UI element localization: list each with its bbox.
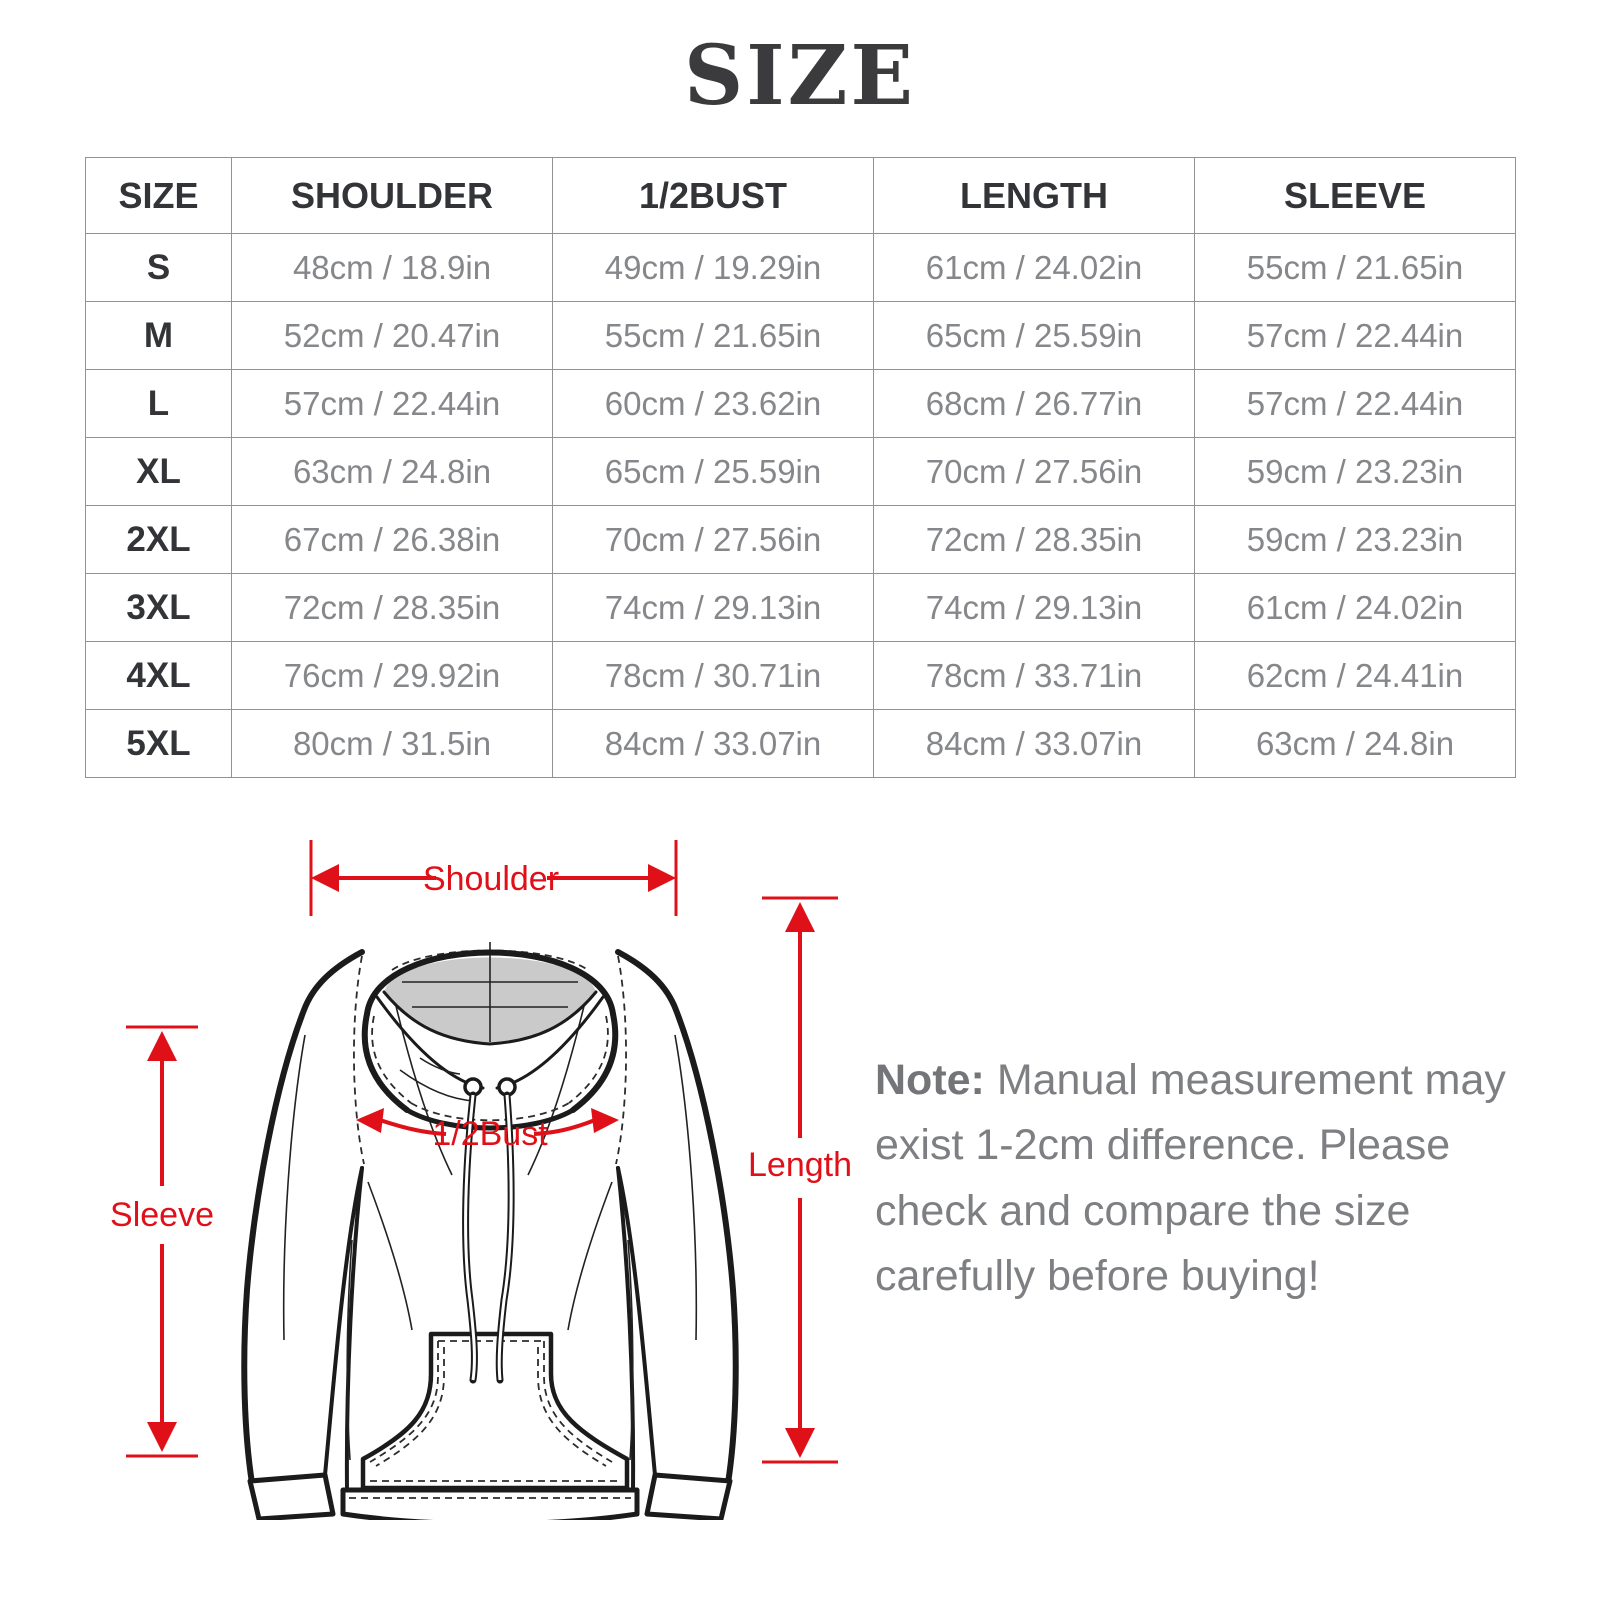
measurement-cell: 63cm / 24.8in <box>1194 709 1516 778</box>
size-cell: S <box>85 233 232 302</box>
note-text-line: carefully before buying! <box>875 1252 1320 1301</box>
measurement-cell: 65cm / 25.59in <box>873 301 1195 370</box>
measurement-cell: 55cm / 21.65in <box>552 301 874 370</box>
note-text-line: exist 1-2cm difference. Please <box>875 1121 1451 1170</box>
measurement-cell: 62cm / 24.41in <box>1194 641 1516 710</box>
size-cell: 3XL <box>85 573 232 642</box>
measurement-cell: 52cm / 20.47in <box>231 301 553 370</box>
sleeve-label: Sleeve <box>110 1196 214 1234</box>
note-label: Note: <box>875 1056 985 1104</box>
left-cuff <box>247 1472 336 1520</box>
measurement-cell: 84cm / 33.07in <box>873 709 1195 778</box>
table-row: 4XL 76cm / 29.92in 78cm / 30.71in 78cm /… <box>85 641 1516 710</box>
column-header-size: SIZE <box>85 157 232 234</box>
measurement-cell: 76cm / 29.92in <box>231 641 553 710</box>
hem-band <box>340 1487 640 1520</box>
measurement-cell: 57cm / 22.44in <box>1194 369 1516 438</box>
note-text-line: check and compare the size <box>875 1186 1411 1235</box>
measurement-cell: 72cm / 28.35in <box>231 573 553 642</box>
column-header-shoulder: SHOULDER <box>231 157 553 234</box>
header-row: SIZE SHOULDER 1/2BUST LENGTH SLEEVE <box>85 157 1516 234</box>
table-row: L 57cm / 22.44in 60cm / 23.62in 68cm / 2… <box>85 369 1516 438</box>
hood-outline <box>364 949 616 1017</box>
measurement-cell: 61cm / 24.02in <box>873 233 1195 302</box>
measurement-cell: 57cm / 22.44in <box>1194 301 1516 370</box>
measurement-cell: 60cm / 23.62in <box>552 369 874 438</box>
measurement-cell: 68cm / 26.77in <box>873 369 1195 438</box>
measurement-cell: 48cm / 18.9in <box>231 233 553 302</box>
kangaroo-pocket <box>360 1331 630 1491</box>
measurement-cell: 84cm / 33.07in <box>552 709 874 778</box>
shoulder-label: Shoulder <box>423 860 559 898</box>
measurement-cell: 74cm / 29.13in <box>552 573 874 642</box>
shoulder-arrow: Shoulder <box>309 840 678 916</box>
measurement-cell: 59cm / 23.23in <box>1194 437 1516 506</box>
measurement-cell: 78cm / 30.71in <box>552 641 874 710</box>
measurement-cell: 49cm / 19.29in <box>552 233 874 302</box>
measurement-cell: 70cm / 27.56in <box>873 437 1195 506</box>
table-row: XL 63cm / 24.8in 65cm / 25.59in 70cm / 2… <box>85 437 1516 506</box>
table-row: 2XL 67cm / 26.38in 70cm / 27.56in 72cm /… <box>85 505 1516 574</box>
column-header-length: LENGTH <box>873 157 1195 234</box>
sleeve-arrow: Sleeve <box>110 1025 214 1458</box>
measurement-cell: 80cm / 31.5in <box>231 709 553 778</box>
bust-arrow: 1/2Bust <box>356 1108 619 1153</box>
table-row: 5XL 80cm / 31.5in 84cm / 33.07in 84cm / … <box>85 709 1516 778</box>
column-header-sleeve: SLEEVE <box>1194 157 1516 234</box>
table-row: 3XL 72cm / 28.35in 74cm / 29.13in 74cm /… <box>85 573 1516 642</box>
measurement-cell: 65cm / 25.59in <box>552 437 874 506</box>
measurement-cell: 72cm / 28.35in <box>873 505 1195 574</box>
bust-label: 1/2Bust <box>432 1115 548 1153</box>
size-cell: M <box>85 301 232 370</box>
note-text-line: Note: Manual measurement may <box>875 1056 1506 1104</box>
length-arrow: Length <box>748 896 852 1464</box>
measurement-cell: 67cm / 26.38in <box>231 505 553 574</box>
measurement-cell: 59cm / 23.23in <box>1194 505 1516 574</box>
size-cell: 2XL <box>85 505 232 574</box>
note: Note: Manual measurement may exist 1-2cm… <box>875 1048 1525 1309</box>
hoodie-drawing <box>241 942 739 1520</box>
table-row: S 48cm / 18.9in 49cm / 19.29in 61cm / 24… <box>85 233 1516 302</box>
right-cuff <box>644 1472 733 1520</box>
page-title: SIZE <box>684 28 916 124</box>
length-label: Length <box>748 1146 852 1184</box>
size-cell: L <box>85 369 232 438</box>
hoodie-measurement-diagram: Shoulder 1/2Bust Sleeve Length <box>110 840 852 1520</box>
measurement-cell: 57cm / 22.44in <box>231 369 553 438</box>
measurement-cell: 74cm / 29.13in <box>873 573 1195 642</box>
size-cell: XL <box>85 437 232 506</box>
measurement-cell: 63cm / 24.8in <box>231 437 553 506</box>
measurement-cell: 55cm / 21.65in <box>1194 233 1516 302</box>
size-cell: 4XL <box>85 641 232 710</box>
measurement-cell: 61cm / 24.02in <box>1194 573 1516 642</box>
measurement-cell: 70cm / 27.56in <box>552 505 874 574</box>
size-table: SIZE SHOULDER 1/2BUST LENGTH SLEEVE S 48… <box>85 157 1516 778</box>
table-row: M 52cm / 20.47in 55cm / 21.65in 65cm / 2… <box>85 301 1516 370</box>
size-cell: 5XL <box>85 709 232 778</box>
measurement-cell: 78cm / 33.71in <box>873 641 1195 710</box>
column-header-bust: 1/2BUST <box>552 157 874 234</box>
